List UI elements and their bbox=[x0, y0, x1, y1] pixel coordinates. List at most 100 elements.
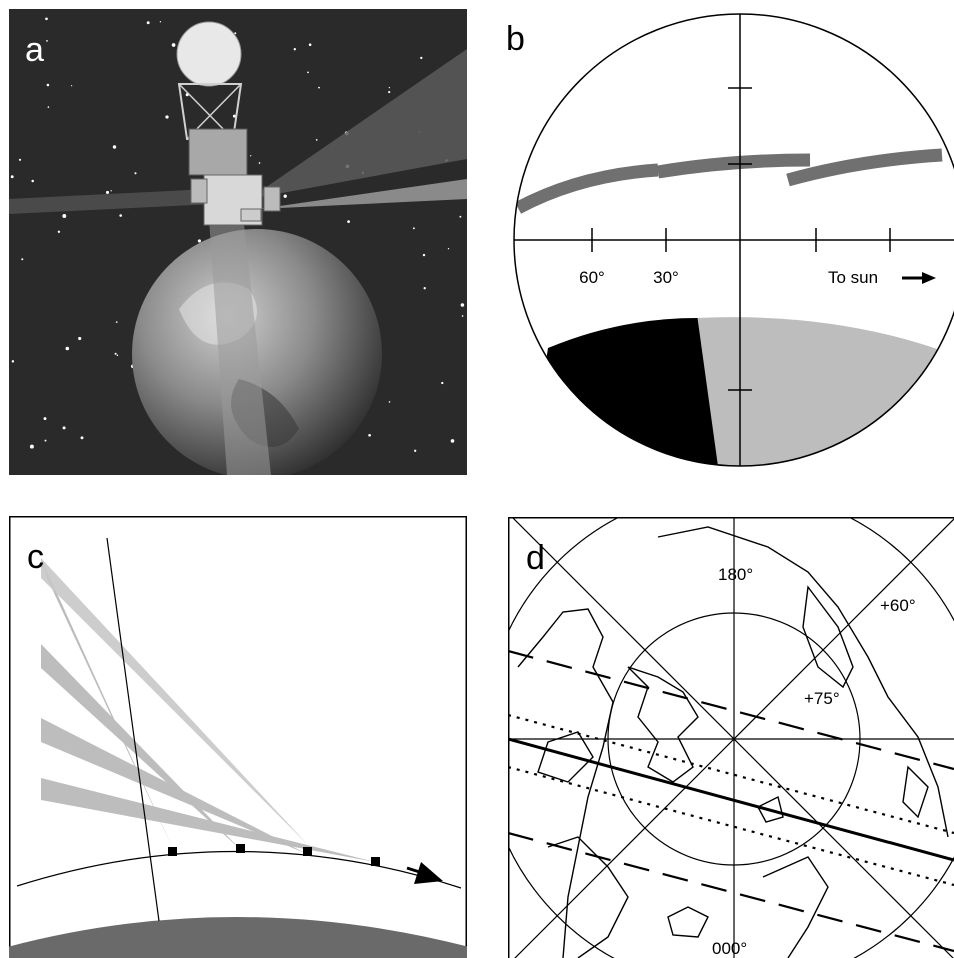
scan-strip bbox=[656, 153, 811, 179]
star bbox=[308, 43, 312, 46]
star bbox=[293, 48, 296, 51]
star bbox=[110, 190, 112, 192]
star bbox=[115, 321, 118, 323]
arrow-right-icon bbox=[902, 272, 936, 284]
satellite bbox=[176, 21, 281, 226]
star bbox=[43, 417, 47, 421]
star bbox=[258, 162, 261, 164]
star bbox=[420, 56, 423, 60]
satellite-position bbox=[236, 844, 245, 853]
meridian bbox=[511, 517, 954, 958]
satellite-position bbox=[168, 847, 177, 856]
star bbox=[21, 258, 24, 261]
panel-label: c bbox=[27, 538, 44, 576]
star bbox=[232, 114, 236, 118]
antenna-dish bbox=[176, 21, 242, 87]
coastline bbox=[667, 906, 709, 938]
star bbox=[44, 439, 47, 442]
star bbox=[414, 449, 417, 452]
coastline bbox=[657, 526, 949, 838]
star bbox=[65, 346, 70, 351]
satellite-scene: a bbox=[9, 9, 467, 475]
star bbox=[45, 17, 48, 21]
star bbox=[105, 190, 110, 194]
star bbox=[459, 215, 462, 218]
panel-label: d bbox=[526, 539, 545, 577]
limb-geometry-diagram: c bbox=[9, 516, 467, 958]
star bbox=[307, 71, 309, 74]
star bbox=[388, 91, 391, 94]
star bbox=[347, 220, 350, 223]
star bbox=[318, 86, 320, 89]
star bbox=[62, 214, 67, 218]
polar-map: 180° +60° +75° 000° d bbox=[508, 517, 954, 958]
star bbox=[315, 139, 318, 141]
star bbox=[57, 230, 61, 233]
panel-label: b bbox=[506, 20, 525, 58]
vertical-reference-line bbox=[106, 537, 160, 922]
panel-d: 180° +60° +75° 000° d bbox=[508, 517, 954, 958]
star bbox=[46, 40, 48, 42]
view-beam bbox=[259, 179, 467, 209]
dashed-track bbox=[508, 831, 954, 953]
dashed-track bbox=[508, 649, 954, 771]
coastline bbox=[762, 856, 829, 958]
star bbox=[114, 352, 117, 355]
star bbox=[78, 336, 82, 341]
star bbox=[10, 175, 14, 179]
field-of-view-diagram: 60° 30° To sun b bbox=[506, 13, 954, 467]
star bbox=[112, 145, 117, 149]
star bbox=[119, 214, 123, 217]
coastline bbox=[802, 585, 854, 689]
star bbox=[441, 381, 444, 385]
coastline bbox=[902, 765, 929, 819]
star bbox=[71, 85, 73, 87]
tick-label: 60° bbox=[579, 268, 605, 287]
star bbox=[447, 248, 450, 250]
view-beam bbox=[9, 189, 214, 214]
star bbox=[234, 32, 237, 35]
star bbox=[31, 179, 34, 183]
panel-frame bbox=[9, 516, 467, 958]
view-beam bbox=[41, 778, 375, 862]
panel-a: a bbox=[9, 9, 467, 475]
earth bbox=[9, 917, 467, 958]
satellite-position bbox=[371, 857, 380, 866]
star bbox=[423, 287, 426, 290]
star bbox=[47, 106, 50, 108]
star bbox=[171, 43, 176, 47]
coastline bbox=[517, 608, 614, 958]
star bbox=[412, 227, 415, 230]
star bbox=[388, 401, 391, 403]
star bbox=[460, 303, 465, 307]
coastline bbox=[757, 795, 784, 823]
star bbox=[197, 239, 201, 243]
star bbox=[80, 436, 84, 440]
scan-strip bbox=[514, 163, 659, 214]
star bbox=[116, 354, 119, 357]
panel-b: 60° 30° To sun b bbox=[490, 0, 954, 470]
earth-shadow-region bbox=[697, 317, 940, 466]
panel-c: c bbox=[9, 516, 467, 958]
satellite-position bbox=[303, 847, 312, 856]
tick-label: 30° bbox=[653, 268, 679, 287]
star bbox=[422, 253, 426, 257]
star bbox=[461, 315, 464, 317]
longitude-label: 000° bbox=[712, 939, 747, 958]
solid-track bbox=[508, 737, 954, 862]
panel-label: a bbox=[25, 31, 44, 69]
star bbox=[283, 194, 287, 198]
star bbox=[159, 21, 162, 23]
star bbox=[250, 155, 252, 157]
star bbox=[368, 433, 371, 437]
view-beam bbox=[41, 718, 307, 854]
star bbox=[62, 426, 66, 430]
longitude-label: 180° bbox=[718, 565, 753, 584]
star bbox=[29, 444, 34, 449]
coastline bbox=[537, 731, 594, 783]
instrument-box bbox=[188, 128, 248, 176]
star bbox=[165, 115, 169, 119]
view-beam bbox=[249, 49, 467, 199]
star bbox=[46, 83, 50, 87]
latitude-label: +60° bbox=[880, 596, 916, 615]
